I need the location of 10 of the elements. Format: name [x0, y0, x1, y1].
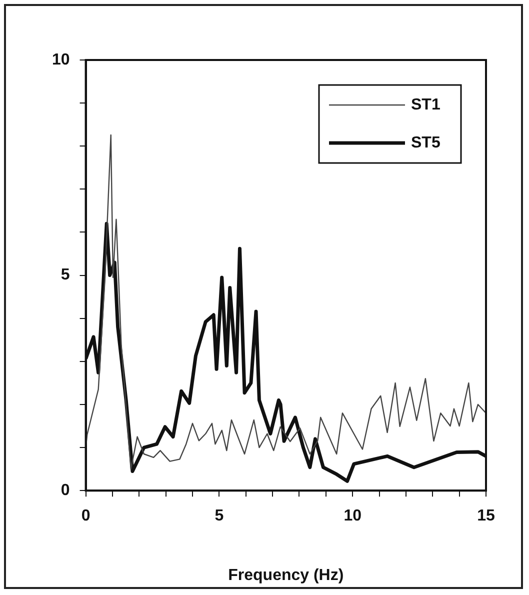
y-tick-label: 0 — [60, 482, 70, 500]
x-axis-title: Frequency (Hz) — [228, 566, 344, 584]
x-tick-label: 0 — [81, 508, 90, 525]
y-tick-label: 5 — [60, 266, 70, 284]
x-tick-label: 5 — [214, 508, 224, 525]
legend-label: ST5 — [411, 134, 440, 152]
x-tick-label: 10 — [344, 508, 362, 525]
x-tick-label: 15 — [477, 508, 495, 525]
legend-label: ST1 — [411, 96, 440, 114]
y-tick-label: 10 — [52, 51, 70, 68]
